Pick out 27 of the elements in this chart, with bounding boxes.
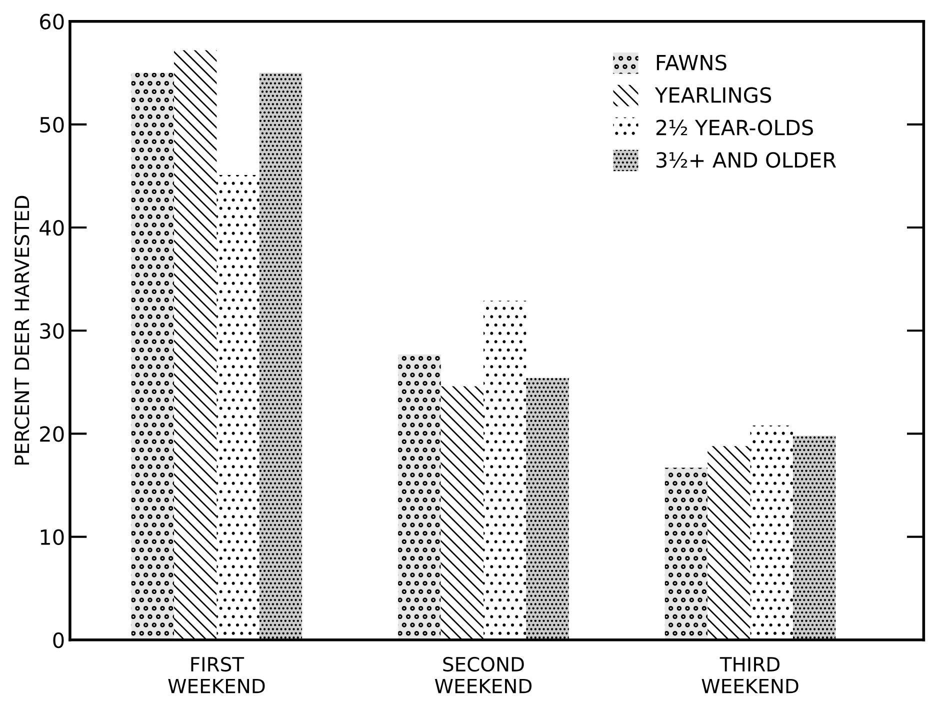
y-tick-label: 20: [40, 426, 64, 442]
bar: [259, 72, 302, 640]
bar: [398, 354, 441, 640]
y-tick-label: 60: [40, 14, 64, 30]
x-tick-label: FIRST WEEKEND: [168, 656, 265, 694]
y-tick-label: 40: [40, 220, 64, 236]
x-tick-label: SECOND WEEKEND: [434, 656, 532, 694]
legend-label: 3½+ AND OLDER: [656, 152, 836, 168]
legend-label: YEARLINGS: [654, 87, 772, 103]
bar: [792, 436, 836, 640]
bar: [708, 446, 750, 640]
bar: [131, 72, 174, 640]
bar: [483, 300, 526, 640]
y-tick-label: 10: [40, 529, 64, 546]
bar: [440, 386, 484, 640]
legend-label: 2½ YEAR-OLDS: [656, 120, 813, 136]
bar: [174, 50, 217, 640]
y-tick-label: 50: [40, 116, 64, 133]
bar: [664, 468, 708, 640]
y-tick-label: 0: [53, 632, 64, 648]
y-tick-label: 30: [40, 323, 64, 339]
x-tick-label: THIRD WEEKEND: [702, 657, 798, 694]
legend-label: FAWNS: [656, 54, 726, 70]
bar: [526, 378, 569, 640]
bar: [216, 174, 260, 640]
bar: [750, 425, 793, 640]
y-axis-title: PERCENT DEER HARVESTED: [14, 196, 30, 465]
